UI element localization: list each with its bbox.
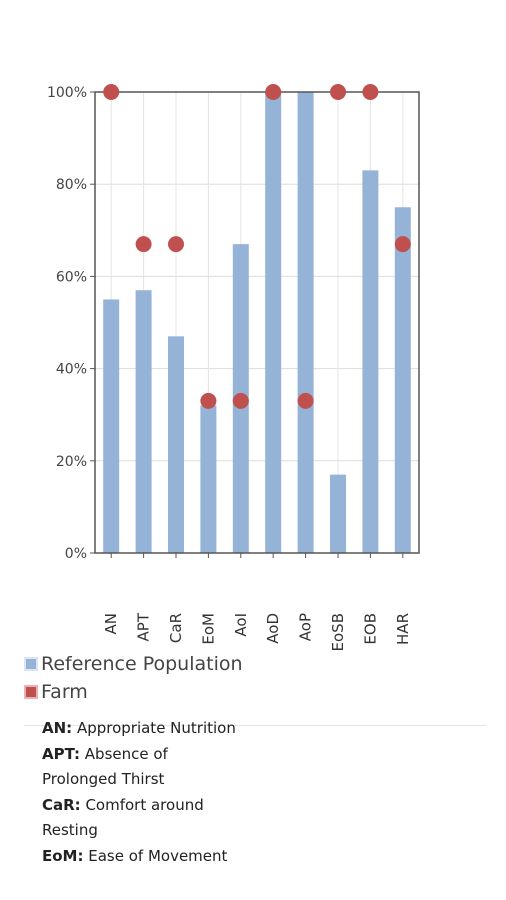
y-tick-label: 20% [56, 454, 87, 470]
glossary-abbr: EoM: [42, 846, 84, 865]
data-point [135, 236, 152, 253]
bar-series [103, 92, 411, 553]
chart-svg: 0% 20% 40% 60% 80% 100% AN APT CaR EoM AoI AoD AoP E… [47, 84, 420, 651]
x-tick-label: APT [135, 612, 153, 641]
x-tick-label: AoI [232, 613, 250, 637]
x-tick-label: AN [102, 613, 120, 634]
y-tick-label: 100% [47, 85, 87, 101]
glossary-abbr: AN: [42, 719, 73, 737]
data-point [330, 84, 346, 100]
glossary-text: Ease of Movement [83, 846, 228, 865]
y-tick-label: 0% [65, 546, 87, 562]
data-point [200, 392, 217, 409]
y-tick-label: 40% [56, 362, 87, 378]
bar [168, 336, 184, 553]
data-point [103, 84, 120, 100]
legend-label-reference: Reference Population [41, 653, 243, 675]
glossary: AN: Appropriate Nutrition APT: Absence o… [42, 716, 242, 869]
bar [200, 405, 217, 553]
bar [330, 474, 346, 553]
data-point [232, 392, 249, 409]
data-point [265, 84, 282, 100]
x-axis-ticks: AN APT CaR EoM AoI AoD AoP EoSB EOB HAR [102, 553, 412, 651]
legend-item-reference[interactable]: Reference Population [24, 650, 243, 678]
bar [265, 92, 282, 553]
legend-item-farm[interactable]: Farm [24, 678, 243, 706]
glossary-text: Appropriate Nutrition [72, 719, 236, 737]
glossary-item: EoM: Ease of Movement [42, 844, 242, 870]
bar [297, 92, 314, 553]
point-series [103, 84, 411, 409]
plot-area-frame [94, 91, 420, 554]
glossary-abbr: APT: [42, 744, 81, 763]
x-tick-label: EoSB [329, 613, 347, 651]
divider [24, 725, 486, 726]
data-point [362, 84, 379, 100]
legend-swatch-farm [24, 685, 38, 699]
x-tick-label: AoP [297, 613, 315, 641]
x-tick-label: EOB [361, 613, 379, 645]
glossary-text: Comfort around Resting [42, 795, 204, 840]
legend-swatch-reference [24, 657, 38, 671]
y-tick-label: 60% [56, 269, 87, 285]
glossary-text: Absence of Prolonged Thirst [42, 744, 168, 789]
data-point [394, 236, 411, 253]
bar [135, 290, 152, 553]
data-point [168, 236, 184, 253]
x-tick-label: CaR [167, 613, 185, 643]
legend: Reference Population Farm [24, 650, 243, 706]
bar [362, 170, 379, 553]
x-tick-label: HAR [394, 613, 412, 645]
y-axis-ticks: 0% 20% 40% 60% 80% 100% [47, 85, 95, 562]
bar [394, 207, 411, 553]
glossary-abbr: CaR: [42, 795, 81, 814]
bar [103, 299, 120, 553]
data-point [297, 392, 314, 409]
glossary-item: CaR: Comfort around Resting [42, 793, 242, 844]
x-tick-label: AoD [264, 613, 282, 644]
legend-label-farm: Farm [41, 681, 88, 703]
y-tick-label: 80% [56, 177, 87, 193]
x-tick-label: EoM [199, 613, 217, 645]
glossary-item: AN: Appropriate Nutrition [42, 716, 242, 742]
glossary-item: APT: Absence of Prolonged Thirst [42, 742, 242, 793]
